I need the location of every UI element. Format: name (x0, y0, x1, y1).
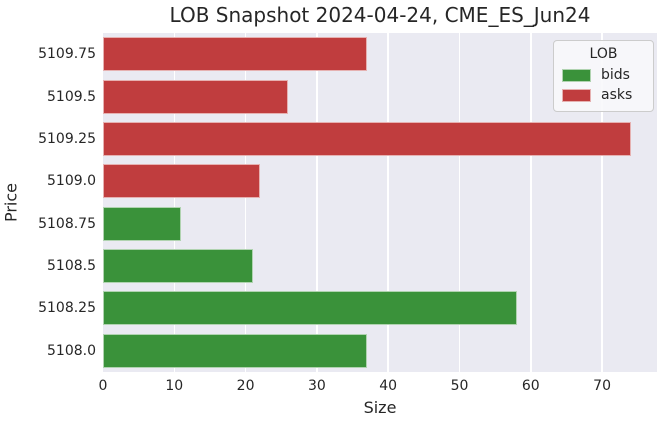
x-tick-label-70: 70 (593, 378, 611, 394)
legend-row-bids: bids (562, 67, 645, 83)
y-tick-label-5108.75: 5108.75 (38, 215, 96, 232)
gridline-x-30 (316, 33, 318, 372)
x-tick-label-10: 10 (165, 378, 184, 394)
x-tick-label-20: 20 (236, 378, 255, 394)
y-tick-label-5108.0: 5108.0 (47, 342, 96, 359)
y-tick-label-5109.5: 5109.5 (47, 88, 96, 105)
y-tick-label-5109.0: 5109.0 (47, 173, 96, 190)
bar-asks-5109.75 (103, 37, 367, 72)
x-tick-label-0: 0 (98, 378, 108, 394)
y-tick-label-5109.25: 5109.25 (38, 130, 96, 147)
legend-label-asks: asks (601, 87, 633, 103)
y-axis-label: Price (1, 182, 21, 223)
bar-bids-5108.75 (103, 206, 182, 241)
gridline-x-50 (458, 33, 461, 372)
plot-area: LOB bids asks (103, 33, 657, 372)
gridline-x-70 (601, 33, 603, 372)
y-tick-label-5108.25: 5108.25 (38, 300, 96, 317)
y-tick-label-5108.5: 5108.5 (47, 258, 96, 275)
x-tick-label-50: 50 (450, 378, 469, 394)
bar-bids-5108.5 (103, 249, 253, 284)
gridline-x-60 (530, 33, 532, 372)
gridline-x-40 (387, 33, 389, 372)
legend: LOB bids asks (553, 40, 654, 112)
asks-color-swatch (562, 88, 591, 102)
chart-title: LOB Snapshot 2024-04-24, CME_ES_Jun24 (169, 3, 591, 27)
y-tick-label-5109.75: 5109.75 (38, 46, 96, 63)
x-tick-label-60: 60 (521, 378, 540, 394)
bar-asks-5109.5 (103, 79, 289, 114)
legend-title: LOB (589, 46, 618, 62)
bar-bids-5108.0 (103, 333, 367, 368)
gridline-x-20 (244, 33, 247, 372)
x-tick-label-40: 40 (379, 378, 398, 394)
legend-row-asks: asks (562, 87, 645, 103)
bar-asks-5109.0 (103, 164, 260, 199)
bids-color-swatch (562, 68, 591, 82)
x-axis-label: Size (363, 398, 397, 417)
gridline-x-10 (173, 33, 176, 372)
bar-bids-5108.25 (103, 291, 517, 326)
legend-label-bids: bids (601, 67, 630, 83)
bar-asks-5109.25 (103, 121, 631, 156)
x-tick-label-30: 30 (307, 378, 326, 394)
